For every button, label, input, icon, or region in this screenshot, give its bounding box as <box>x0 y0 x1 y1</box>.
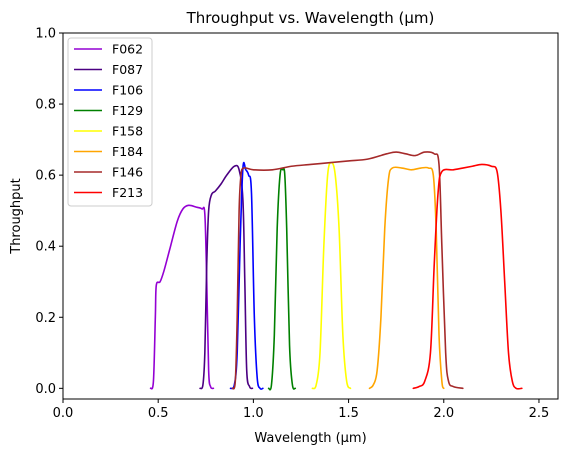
legend-label-f158: F158 <box>112 124 143 139</box>
y-axis-label: Throughput <box>9 178 24 255</box>
chart-title: Throughput vs. Wavelength (μm) <box>186 9 435 27</box>
x-axis-ticks: 0.0 0.5 1.0 1.5 2.0 2.5 <box>53 399 550 421</box>
legend-label-f184: F184 <box>112 144 143 159</box>
y-tick-label: 0.8 <box>35 98 56 113</box>
series-line-f062 <box>149 204 215 390</box>
y-axis-ticks: 0.0 0.2 0.4 0.6 0.8 1.0 <box>35 27 63 397</box>
y-tick-label: 0.6 <box>35 169 56 184</box>
y-tick-label: 0.4 <box>35 240 56 255</box>
legend-label-f106: F106 <box>112 83 143 98</box>
legend-label-f062: F062 <box>112 42 143 57</box>
series-line-f129 <box>267 168 297 391</box>
x-tick-label: 2.5 <box>529 406 550 421</box>
series-line-f087 <box>199 164 254 390</box>
x-axis-label: Wavelength (μm) <box>254 431 366 446</box>
x-tick-label: 1.5 <box>338 406 359 421</box>
plot-lines <box>149 151 523 391</box>
legend-label-f146: F146 <box>112 165 143 180</box>
series-line-f146 <box>231 151 464 390</box>
legend-box <box>67 37 153 207</box>
legend-label-f087: F087 <box>112 62 143 77</box>
series-line-f184 <box>368 166 445 390</box>
x-tick-label: 2.0 <box>433 406 454 421</box>
legend: F062 F087 F106 F129 F158 F184 F146 F213 <box>67 37 153 207</box>
series-line-f106 <box>229 161 264 390</box>
legend-label-f129: F129 <box>112 103 143 118</box>
y-tick-label: 0.0 <box>35 382 56 397</box>
series-line-f213 <box>412 163 523 390</box>
x-tick-label: 0.5 <box>148 406 169 421</box>
y-tick-label: 1.0 <box>35 27 56 42</box>
plot-frame <box>62 32 559 400</box>
legend-label-f213: F213 <box>112 185 143 200</box>
x-tick-label: 0.0 <box>53 406 74 421</box>
y-tick-label: 0.2 <box>35 311 56 326</box>
x-tick-label: 1.0 <box>243 406 264 421</box>
